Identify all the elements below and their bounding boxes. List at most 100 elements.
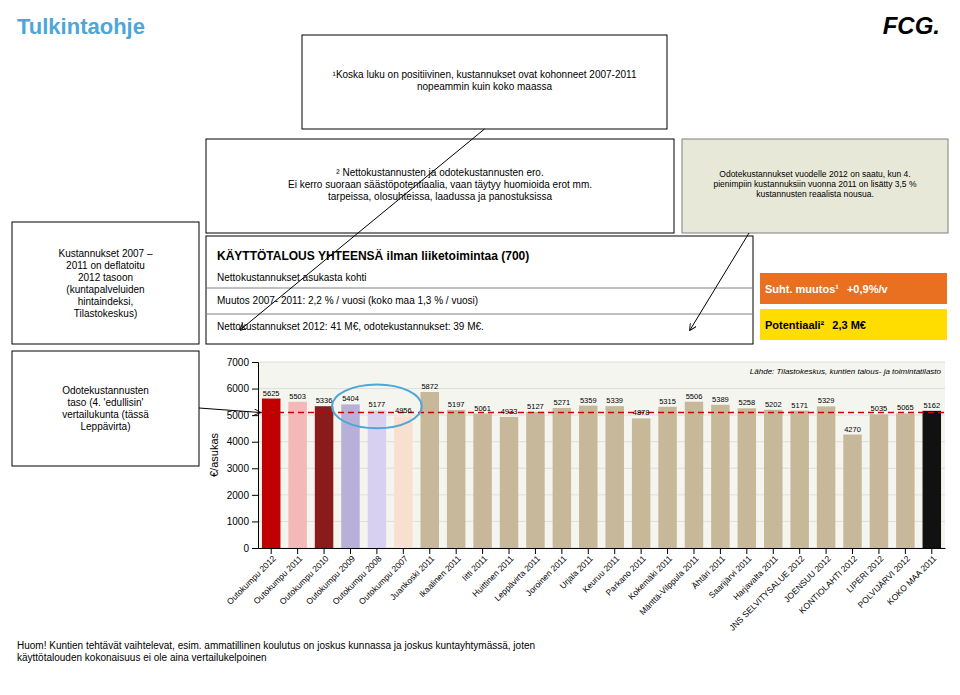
tick-label: Joroinen 2011 [524,553,569,598]
info-box-middle [206,139,674,233]
tick-mark [350,548,351,554]
note-box-right [682,139,948,233]
left-text-1: Kustannukset 2007 –2011 on deflatoitu201… [59,248,153,319]
data-label: 5329 [818,396,835,405]
tick-mark [826,548,827,554]
relative-change-label: Suht. muutos¹ [765,283,839,295]
bar [447,410,465,548]
tick-label: 4000 [227,436,250,447]
data-label: 5035 [871,404,888,413]
data-label: 5404 [342,394,359,403]
figure: TulkintaohjeFCG.¹Koska luku on positiivi… [0,0,960,695]
bar [500,417,518,548]
info-text-top: ¹Koska luku on positiivinen, kustannukse… [333,69,637,92]
tick: Outokumpu 2009 [304,548,357,607]
tick-mark [252,389,258,390]
tick-label: Harjavalta 2011 [731,553,780,602]
data-label: 5065 [897,403,914,412]
grid-line [258,468,945,469]
tick-mark [252,362,258,363]
data-labels: 5625550353365404517749565872519750614933… [263,382,940,434]
grid [258,362,945,548]
data-label: 5339 [606,396,623,405]
tick-label: 3000 [227,463,250,474]
tick-label: Ikaalinen 2011 [417,553,463,599]
data-label: 5506 [686,392,703,401]
tick-mark [931,548,932,554]
y-axis: 01000200030004000500060007000 [227,357,259,554]
tick: 7000 [227,357,258,368]
left-box-1 [12,222,199,344]
bar [262,399,280,548]
data-label: 4956 [395,406,412,415]
data-label: 5177 [369,400,386,409]
separator [206,314,753,315]
tick-mark [252,468,258,469]
arrow [199,408,260,412]
data-label: 5503 [289,392,306,401]
tick: Outokumpu 2010 [277,548,330,607]
plot-background [258,362,945,548]
footer-note: Huom! Kuntien tehtävät vaihtelevat, esim… [17,640,535,663]
data-label: 5271 [554,398,571,407]
tick-mark [852,548,853,554]
data-label: 5315 [659,397,676,406]
data-label: 5336 [316,396,333,405]
tick-mark [588,548,589,554]
bar [870,414,888,548]
tick-mark [429,548,430,554]
source-note: Lähde: Tilastokeskus, kuntien talous- ja… [750,367,942,376]
tick-mark [252,442,258,443]
axis-line [252,363,259,549]
data-label: 5389 [712,395,729,404]
tick-label: 1000 [227,516,250,527]
tick-mark [667,548,668,554]
grid-line [258,521,945,522]
tick: Outokumpu 2011 [251,548,304,606]
tick-mark [376,548,377,554]
potential-value: 2,3 M€ [832,319,866,331]
note-text-right: Odotekustannukset vuodelle 2012 on saatu… [713,169,916,199]
bar [394,416,412,548]
subtitle: Nettokustannukset asukasta kohti [217,272,367,283]
subtitle: Nettokustannukset 2012: 41 M€, odotekust… [217,321,484,332]
bar [817,406,835,548]
data-label: 5061 [474,404,491,413]
tick-label: Kokemäki 2011 [626,553,674,601]
grid-line [258,494,945,495]
tick-mark [403,548,404,554]
tick-mark [773,548,774,554]
grid-line [258,441,945,442]
data-label: 5625 [263,389,280,398]
info-text-middle: ² Nettokustannusten ja odotekustannusten… [288,167,592,202]
tick-mark [456,548,457,554]
page-title: Tulkintaohje [17,14,145,39]
tick-label: 7000 [227,357,250,368]
tick: JOENSUU 2012 [782,548,833,604]
tick: POLVIJÄRVI 2012 [856,548,912,610]
tick: Outokumpu 2007 [357,548,410,607]
tick-label: 2000 [227,490,250,501]
potential-label: Potentiaali² [765,319,825,331]
tick-mark [720,548,721,554]
bar [526,412,544,548]
bar [658,407,676,548]
tick: Outokumpu 2008 [330,548,383,607]
bar [843,435,861,548]
bar [579,406,597,548]
info-box-top [302,35,667,129]
data-label: 5127 [527,402,544,411]
tick-mark [878,548,879,554]
tick: 1000 [227,516,258,527]
data-label: 5162 [923,401,940,410]
grid-line [258,548,945,549]
tick-label: 0 [243,543,249,554]
tick: Joroinen 2011 [524,548,569,598]
tick: KOKO MAA 2011 [885,548,939,607]
bar [368,410,386,548]
left-text-2: Odotekustannustentaso (4. 'edullisin'ver… [62,385,149,432]
grid-line [258,388,945,389]
tick-label: 6000 [227,383,250,394]
bar [923,411,941,548]
data-label: 4933 [501,407,518,416]
